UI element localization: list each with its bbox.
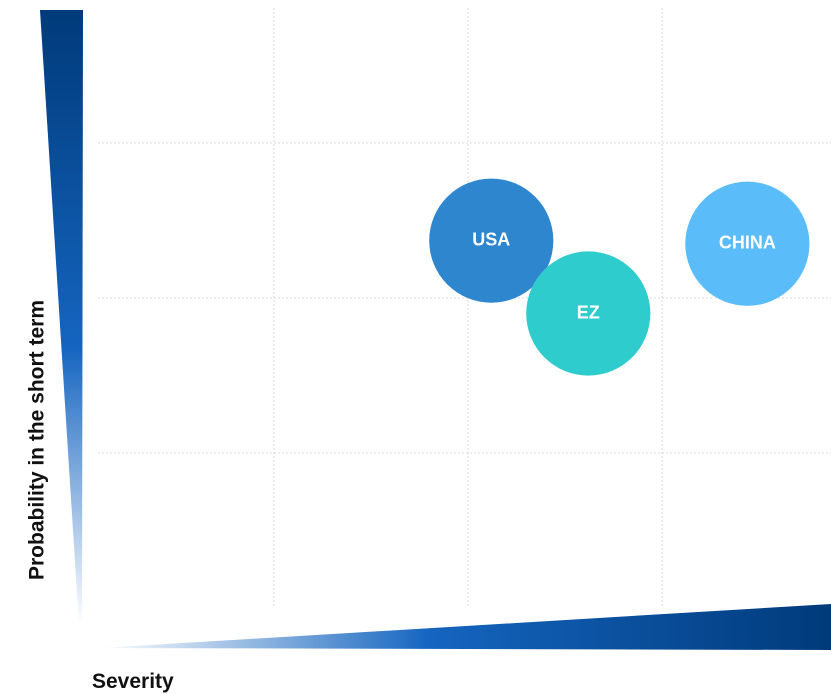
bubble <box>429 178 554 303</box>
bubble-label: CHINA <box>719 233 776 253</box>
bubble <box>526 251 651 376</box>
x-axis-label: Severity <box>92 670 174 693</box>
y-axis-label: Probability in the short term <box>26 300 49 580</box>
bubble-label: EZ <box>577 302 600 322</box>
y-axis-wedge <box>40 10 83 625</box>
x-axis-wedge <box>100 604 831 650</box>
bubble <box>685 181 810 306</box>
grid <box>98 8 831 608</box>
bubbles: USA EZ CHINA <box>429 178 810 376</box>
bubble-label: USA <box>472 229 510 249</box>
